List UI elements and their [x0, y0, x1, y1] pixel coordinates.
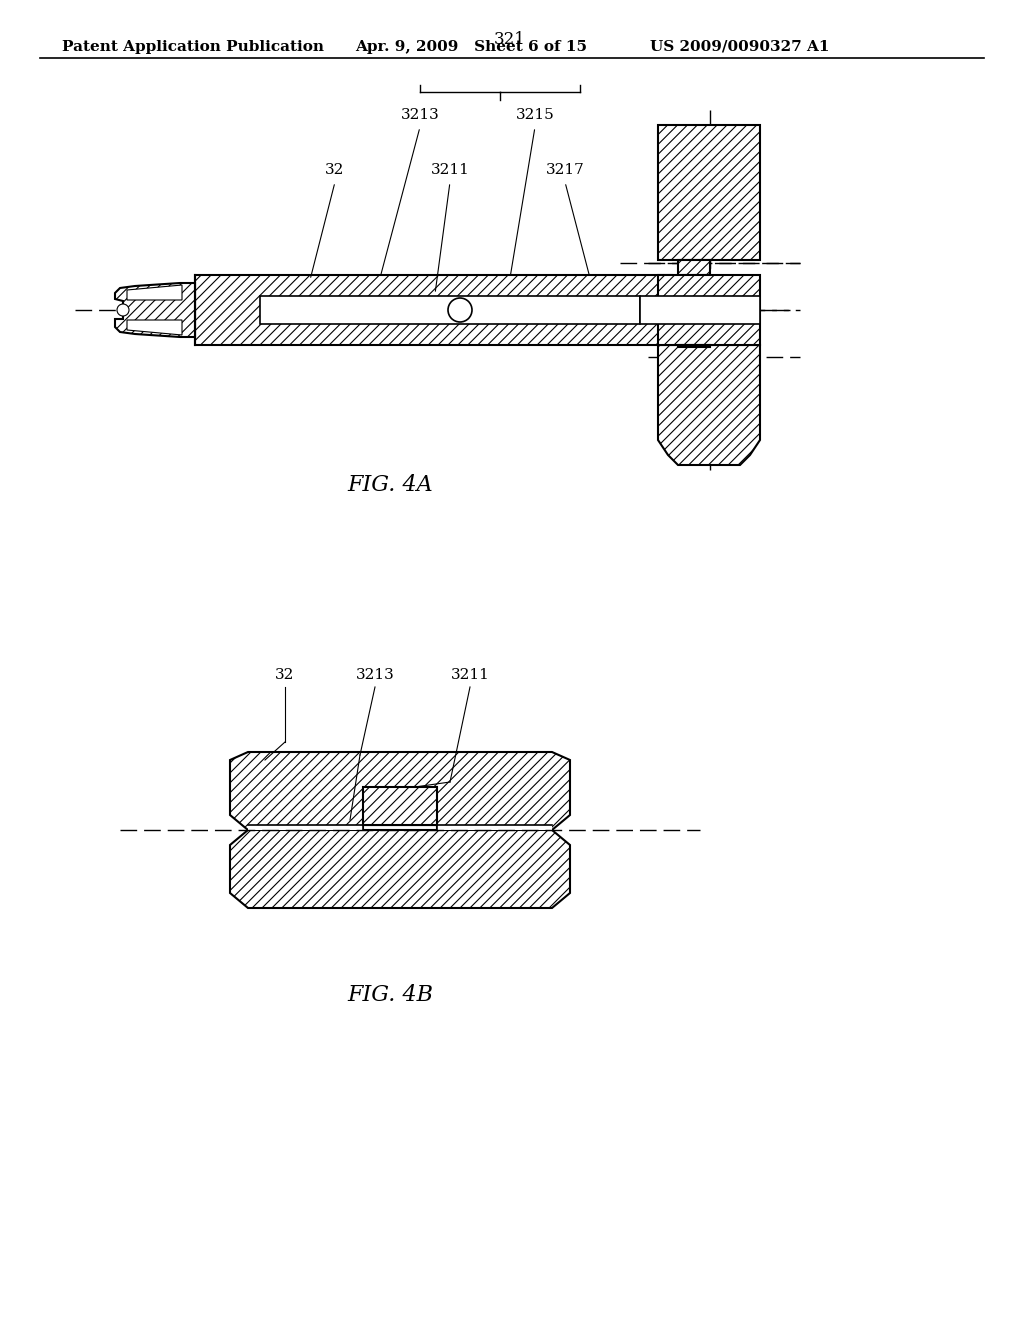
Polygon shape [658, 275, 760, 345]
Text: Patent Application Publication: Patent Application Publication [62, 40, 324, 54]
Bar [437, 825, 552, 830]
Polygon shape [127, 285, 182, 300]
Polygon shape [658, 345, 760, 465]
Text: US 2009/0090327 A1: US 2009/0090327 A1 [650, 40, 829, 54]
Polygon shape [678, 260, 710, 275]
Polygon shape [658, 125, 760, 260]
Circle shape [117, 304, 129, 315]
Text: 3215: 3215 [516, 108, 554, 121]
Text: 3211: 3211 [451, 668, 489, 682]
Polygon shape [230, 752, 570, 830]
Text: 321: 321 [494, 32, 526, 49]
Bar [248, 825, 362, 830]
Text: 3213: 3213 [400, 108, 439, 121]
Text: 32: 32 [326, 162, 345, 177]
Text: Apr. 9, 2009   Sheet 6 of 15: Apr. 9, 2009 Sheet 6 of 15 [355, 40, 587, 54]
Text: 3211: 3211 [430, 162, 469, 177]
Polygon shape [230, 830, 570, 908]
Text: FIG. 4B: FIG. 4B [347, 983, 433, 1006]
Bar [260, 296, 640, 323]
Text: 32: 32 [275, 668, 295, 682]
Polygon shape [127, 319, 182, 335]
Text: 3213: 3213 [355, 668, 394, 682]
Polygon shape [678, 345, 710, 347]
Polygon shape [362, 787, 437, 825]
Bar [640, 296, 760, 323]
Text: 3217: 3217 [546, 162, 585, 177]
Polygon shape [195, 275, 672, 345]
Text: FIG. 4A: FIG. 4A [347, 474, 433, 496]
Polygon shape [115, 282, 195, 337]
